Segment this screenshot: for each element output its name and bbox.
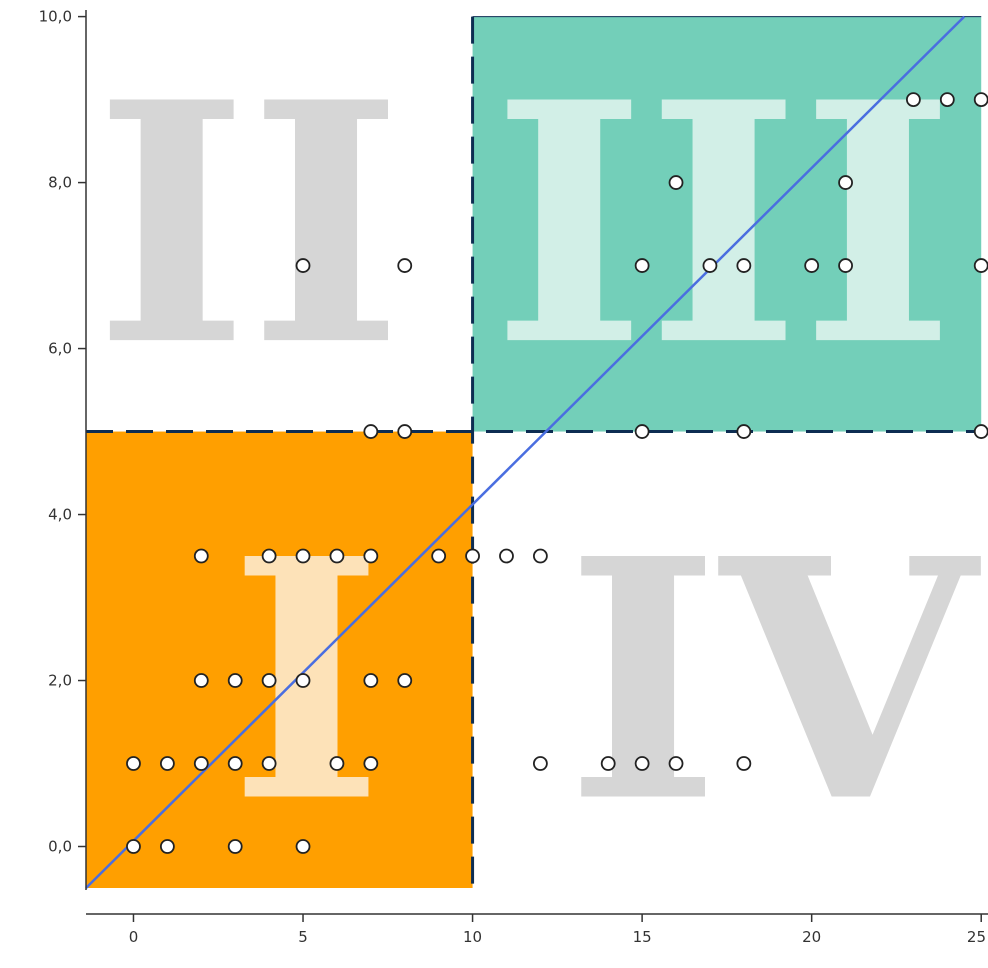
data-point: [397, 258, 413, 273]
data-point: [736, 424, 752, 439]
quadrant-i-background: [86, 431, 473, 888]
y-tick-label: 0,0: [48, 838, 72, 856]
data-point: [634, 424, 650, 439]
data-point: [804, 258, 820, 273]
y-tick-label: 8,0: [48, 174, 72, 192]
data-point: [668, 175, 684, 190]
data-point: [126, 839, 141, 854]
x-tick-label: 20: [802, 928, 821, 946]
data-point: [600, 756, 616, 771]
x-tick-label: 25: [967, 928, 986, 946]
trend-line-group: [85, 15, 966, 889]
data-point: [159, 756, 175, 771]
quadrant-backgrounds: [86, 16, 982, 888]
trend-line: [85, 15, 966, 889]
data-point: [295, 673, 311, 688]
threshold-lines: [86, 16, 988, 888]
data-point: [973, 424, 988, 439]
data-point: [499, 548, 514, 564]
data-point: [363, 548, 379, 564]
x-tick-label: 5: [298, 928, 308, 946]
quadrant-label-iii: III: [492, 30, 955, 418]
data-point: [363, 424, 379, 439]
data-point: [702, 258, 718, 273]
data-point: [397, 673, 413, 688]
y-tick-label: 10,0: [39, 8, 72, 26]
data-point: [736, 756, 752, 771]
data-point: [295, 548, 311, 564]
data-point: [532, 756, 548, 771]
data-point: [973, 258, 988, 273]
axes: 0,0 2,0 4,0 6,0 8,0 10,0 0 5 10 15 20 25: [39, 8, 988, 946]
data-point: [193, 673, 209, 688]
data-point: [329, 756, 345, 771]
quadrant-iii-background: [472, 16, 982, 432]
data-point: [905, 92, 921, 107]
quadrant-label-iv: IV: [566, 487, 983, 875]
quadrant-label-ii: II: [94, 30, 403, 418]
data-point: [227, 756, 243, 771]
data-point: [634, 258, 650, 273]
x-tick-label: 10: [463, 928, 482, 946]
x-tick-label: 0: [129, 928, 139, 946]
data-point: [397, 424, 413, 439]
data-point: [159, 839, 175, 854]
data-point: [329, 548, 345, 564]
data-point: [227, 673, 243, 688]
y-tick-label: 6,0: [48, 340, 72, 358]
data-point: [973, 92, 988, 107]
data-point: [532, 548, 548, 564]
y-tick-label: 4,0: [48, 506, 72, 524]
data-point: [126, 756, 141, 771]
data-point: [431, 548, 447, 564]
data-point: [261, 548, 277, 564]
x-tick-label: 15: [633, 928, 652, 946]
data-point: [295, 258, 311, 273]
data-point: [261, 673, 277, 688]
data-points: [126, 92, 988, 854]
data-point: [261, 756, 277, 771]
data-point: [227, 839, 243, 854]
data-point: [838, 258, 853, 273]
data-point: [634, 756, 650, 771]
data-point: [193, 756, 209, 771]
data-point: [363, 673, 379, 688]
data-point: [363, 756, 379, 771]
data-point: [939, 92, 955, 107]
y-tick-label: 2,0: [48, 672, 72, 690]
data-point: [668, 756, 684, 771]
data-point: [838, 175, 853, 190]
data-point: [295, 839, 311, 854]
data-point: [465, 548, 480, 564]
data-point: [193, 548, 209, 564]
data-point: [736, 258, 752, 273]
